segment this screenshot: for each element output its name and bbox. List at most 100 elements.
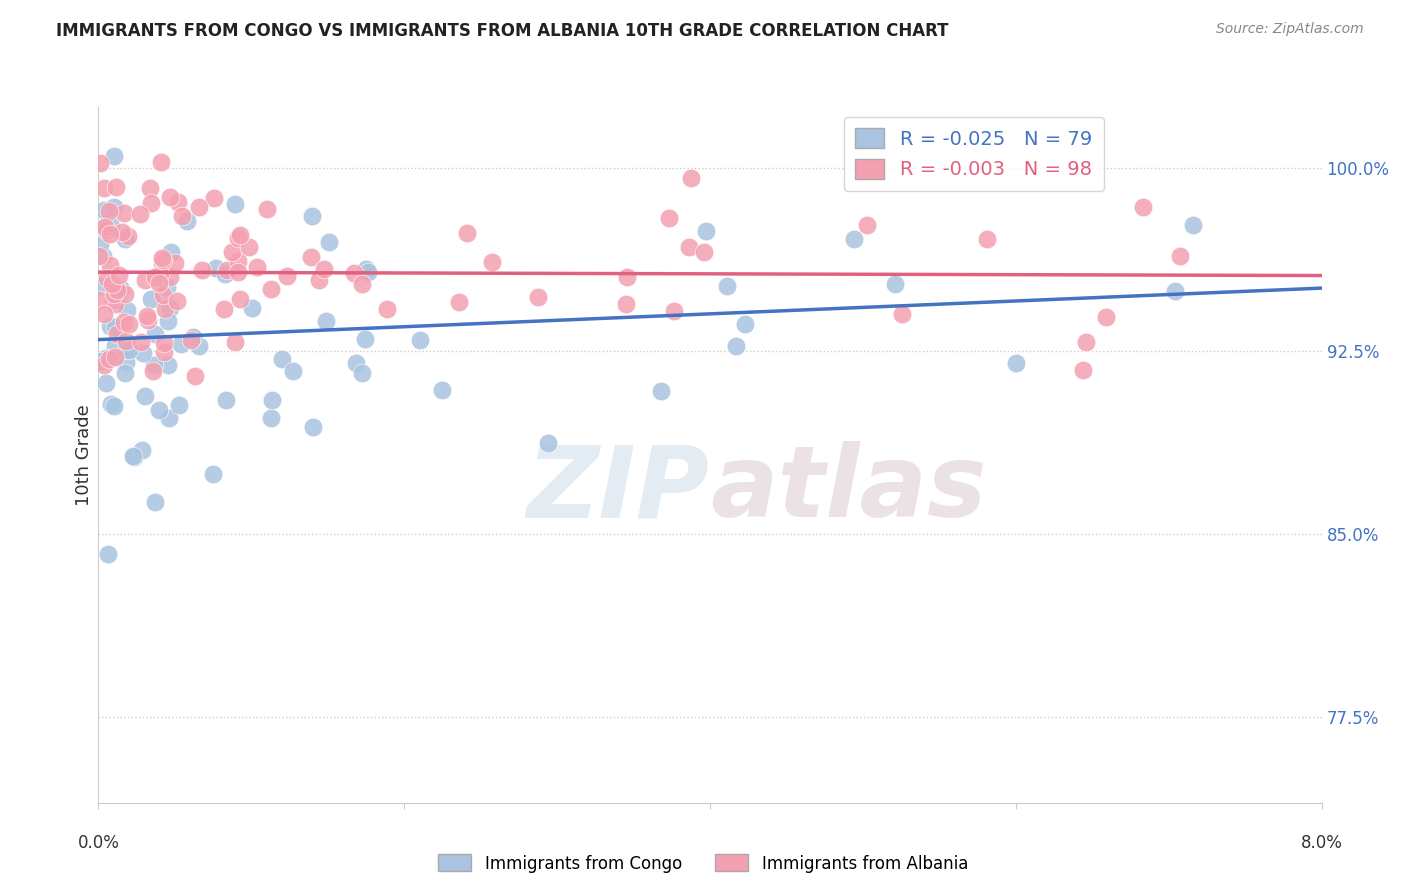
Point xyxy=(90,353,112,368)
Point xyxy=(302,420,325,434)
Point xyxy=(143,327,166,342)
Point xyxy=(114,232,136,246)
Point xyxy=(166,293,188,308)
Point xyxy=(229,228,252,243)
Point xyxy=(201,467,224,482)
Point xyxy=(134,389,156,403)
Point xyxy=(256,202,278,216)
Point xyxy=(170,337,193,351)
Point xyxy=(89,236,111,251)
Point xyxy=(734,317,756,331)
Point xyxy=(159,301,181,315)
Point xyxy=(181,330,204,344)
Point xyxy=(134,273,156,287)
Point xyxy=(107,268,129,282)
Point xyxy=(149,268,172,282)
Point xyxy=(103,201,125,215)
Point xyxy=(145,270,167,285)
Point xyxy=(1095,310,1118,325)
Point xyxy=(105,283,128,297)
Y-axis label: 10th Grade: 10th Grade xyxy=(75,404,93,506)
Point xyxy=(87,249,110,263)
Point xyxy=(215,393,238,408)
Point xyxy=(214,267,236,281)
Point xyxy=(103,286,125,301)
Point xyxy=(159,270,181,285)
Point xyxy=(271,351,294,366)
Point xyxy=(103,149,125,163)
Point xyxy=(883,277,905,291)
Point xyxy=(1005,356,1028,370)
Point xyxy=(87,293,110,307)
Point xyxy=(150,256,173,270)
Point xyxy=(228,231,250,245)
Point xyxy=(172,210,194,224)
Point xyxy=(259,411,281,425)
Point xyxy=(308,273,330,287)
Point xyxy=(163,256,186,270)
Text: 8.0%: 8.0% xyxy=(1301,834,1343,852)
Point xyxy=(97,547,120,561)
Point xyxy=(91,221,114,235)
Point xyxy=(98,204,121,219)
Point xyxy=(136,309,159,323)
Point xyxy=(343,266,366,280)
Point xyxy=(143,495,166,509)
Point xyxy=(724,338,747,352)
Point xyxy=(114,287,136,301)
Text: Source: ZipAtlas.com: Source: ZipAtlas.com xyxy=(1216,22,1364,37)
Point xyxy=(315,314,337,328)
Point xyxy=(131,442,153,457)
Point xyxy=(129,206,152,220)
Point xyxy=(357,265,380,279)
Point xyxy=(716,278,738,293)
Point xyxy=(122,449,145,463)
Point xyxy=(89,156,111,170)
Point xyxy=(226,265,249,279)
Point xyxy=(91,279,114,293)
Point xyxy=(115,334,138,348)
Point xyxy=(118,317,141,331)
Point xyxy=(136,313,159,327)
Point xyxy=(152,287,174,301)
Point xyxy=(103,399,125,413)
Point xyxy=(159,190,181,204)
Point xyxy=(215,263,238,277)
Point xyxy=(481,255,503,269)
Point xyxy=(188,201,211,215)
Point xyxy=(650,384,672,399)
Text: IMMIGRANTS FROM CONGO VS IMMIGRANTS FROM ALBANIA 10TH GRADE CORRELATION CHART: IMMIGRANTS FROM CONGO VS IMMIGRANTS FROM… xyxy=(56,22,949,40)
Point xyxy=(94,219,117,234)
Point xyxy=(228,292,250,306)
Point xyxy=(1132,200,1154,214)
Point xyxy=(104,320,127,334)
Point xyxy=(142,359,165,373)
Point xyxy=(98,227,121,241)
Point xyxy=(104,338,127,352)
Point xyxy=(662,304,685,318)
Point xyxy=(157,358,180,372)
Point xyxy=(103,289,125,303)
Point xyxy=(283,364,305,378)
Point xyxy=(276,268,298,283)
Point xyxy=(150,252,173,266)
Point xyxy=(104,350,127,364)
Point xyxy=(238,240,260,254)
Point xyxy=(110,282,132,296)
Point xyxy=(100,277,122,292)
Point xyxy=(101,293,124,308)
Point xyxy=(93,307,115,321)
Point xyxy=(1074,335,1097,350)
Point xyxy=(153,336,176,351)
Point xyxy=(976,232,998,246)
Point xyxy=(344,356,367,370)
Point xyxy=(312,261,335,276)
Point xyxy=(115,355,138,369)
Point xyxy=(98,352,121,367)
Point xyxy=(98,259,121,273)
Point xyxy=(152,252,174,267)
Point xyxy=(105,327,128,342)
Point xyxy=(167,398,190,412)
Point xyxy=(91,249,114,263)
Legend: Immigrants from Congo, Immigrants from Albania: Immigrants from Congo, Immigrants from A… xyxy=(432,847,974,880)
